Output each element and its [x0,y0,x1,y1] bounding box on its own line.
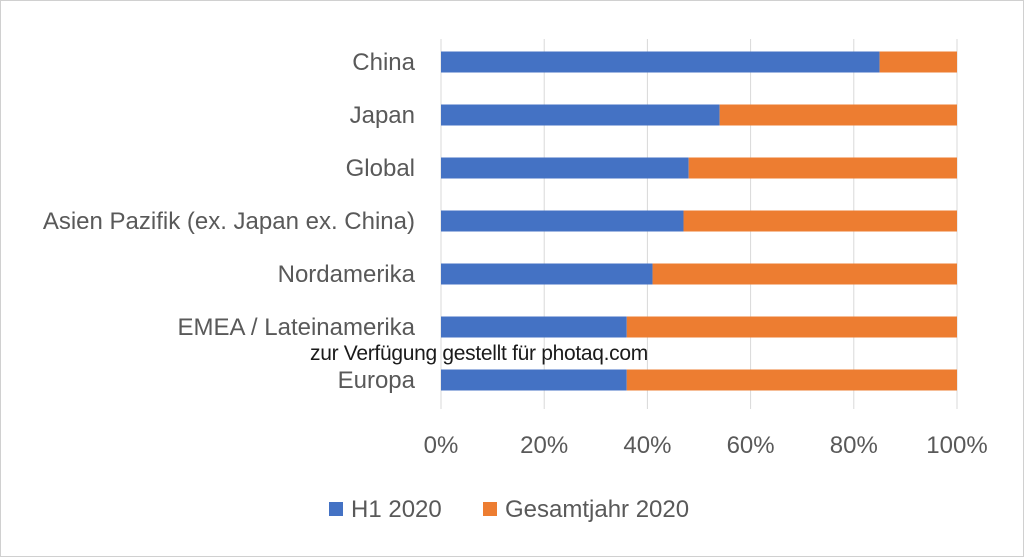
category-label: China [352,49,415,76]
x-tick-label: 100% [926,432,987,459]
category-label: Nordamerika [278,261,416,288]
bar-segment-gesamtjahr-2020 [683,210,957,232]
bar-segment-gesamtjahr-2020 [652,263,957,285]
x-axis-tick-labels: 0% 20% 40% 60% 80% 100% [424,432,988,459]
category-labels: China Japan Global Asien Pazifik (ex. Japan… [43,49,416,394]
bar-segment-h1-2020 [441,51,880,73]
watermark-text: zur Verfügung gestellt für photaq.com [310,342,648,365]
bar-segment-h1-2020 [441,157,689,179]
bar-segment-gesamtjahr-2020 [626,316,957,338]
legend-label: Gesamtjahr 2020 [505,496,689,523]
bar-segment-gesamtjahr-2020 [688,157,957,179]
category-label: EMEA / Lateinamerika [178,314,416,341]
legend-swatch [329,502,343,516]
x-tick-label: 60% [727,432,775,459]
category-label: Asien Pazifik (ex. Japan ex. China) [43,208,415,235]
legend-label: H1 2020 [351,496,442,523]
category-label: Japan [350,102,415,129]
bar-segment-h1-2020 [441,104,720,126]
x-tick-label: 0% [424,432,459,459]
bar-segment-h1-2020 [441,369,627,391]
category-label: Global [346,155,415,182]
bar-segment-gesamtjahr-2020 [719,104,957,126]
bar-segment-h1-2020 [441,210,684,232]
bar-segment-h1-2020 [441,263,653,285]
x-tick-label: 80% [830,432,878,459]
legend: H1 2020 Gesamtjahr 2020 [329,496,689,523]
bar-segment-gesamtjahr-2020 [626,369,957,391]
legend-swatch [483,502,497,516]
bars [441,51,957,391]
x-tick-label: 40% [623,432,671,459]
bar-segment-h1-2020 [441,316,627,338]
category-label: Europa [338,367,416,394]
x-tick-label: 20% [520,432,568,459]
bar-segment-gesamtjahr-2020 [879,51,957,73]
